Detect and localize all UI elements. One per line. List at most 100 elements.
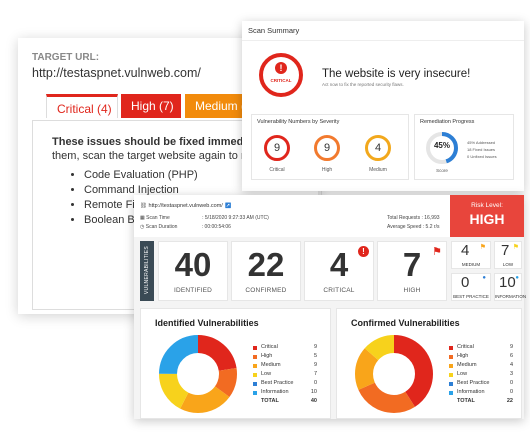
legend-label: Best Practice bbox=[457, 380, 490, 386]
high-count-ring: 9 bbox=[314, 135, 340, 161]
high-count-label: High bbox=[321, 167, 333, 173]
legend-value: 7 bbox=[313, 371, 317, 377]
legend-swatch bbox=[253, 363, 257, 368]
list-item: 18 Fixed Issues bbox=[467, 147, 496, 152]
donut-slice-medium[interactable] bbox=[159, 335, 237, 413]
scan-duration-value: : 00:00:54:06 bbox=[201, 224, 231, 230]
severity-panel: Vulnerability Numbers by Severity 9 Crit… bbox=[251, 114, 409, 180]
confirmed-counter[interactable]: 22 CONFIRMED bbox=[231, 241, 301, 301]
security-headline: The website is very insecure! bbox=[322, 68, 471, 80]
identified-counter[interactable]: 40 IDENTIFIED bbox=[158, 241, 228, 301]
legend-label: Information bbox=[261, 389, 289, 395]
risk-value: HIGH bbox=[469, 211, 505, 227]
identified-donut bbox=[159, 335, 237, 413]
legend-item: Best Practice 0 bbox=[253, 379, 317, 388]
info-icon: ● bbox=[482, 275, 486, 281]
medium-counter[interactable]: 4 ⚑ MEDIUM bbox=[451, 241, 491, 269]
legend-label: Information bbox=[457, 389, 485, 395]
list-item[interactable]: Remote File bbox=[84, 198, 198, 213]
badge-label: CRITICAL bbox=[270, 78, 292, 83]
avg-speed-value: : 5.2 r/s bbox=[422, 224, 440, 230]
total-requests-label: Total Requests bbox=[387, 215, 421, 221]
legend-value: 0 bbox=[313, 380, 317, 386]
list-item: 45% Addressed bbox=[467, 140, 496, 145]
legend-value: 9 bbox=[509, 344, 513, 350]
medium-count-label: Medium bbox=[369, 167, 387, 173]
scan-times: ▦ Scan Time: 5/18/2020 9:27:33 AM (UTC) … bbox=[140, 214, 269, 232]
tab-high[interactable]: High (7) bbox=[121, 94, 181, 118]
donut-slice-high[interactable] bbox=[355, 335, 433, 413]
legend-swatch bbox=[253, 354, 257, 359]
critical-badge: ! CRITICAL bbox=[259, 53, 303, 97]
calendar-icon: ▦ bbox=[140, 215, 145, 221]
issue-list: Code Evaluation (PHP) Command Injection … bbox=[84, 168, 198, 228]
information-counter[interactable]: 10 ● INFORMATION bbox=[494, 273, 526, 301]
legend-value: 5 bbox=[313, 353, 317, 359]
flag-icon: ⚑ bbox=[479, 244, 486, 251]
legend-total: TOTAL 22 bbox=[449, 397, 513, 406]
total-value: 40 bbox=[310, 398, 317, 404]
low-counter[interactable]: 7 ⚑ LOW bbox=[494, 241, 522, 269]
donut-slice-information[interactable] bbox=[159, 335, 237, 413]
scan-time-label: Scan Time bbox=[146, 215, 170, 221]
legend-label: Low bbox=[457, 371, 468, 377]
scan-url-link[interactable]: ⛓ http://testaspnet.vulnweb.com/ ↗ bbox=[140, 203, 231, 209]
list-item[interactable]: Boolean Bas bbox=[84, 213, 198, 228]
legend-item: Medium 4 bbox=[449, 361, 513, 370]
progress-value: 45% bbox=[433, 141, 450, 150]
list-item[interactable]: Code Evaluation (PHP) bbox=[84, 168, 198, 183]
identified-label: IDENTIFIED bbox=[173, 287, 213, 294]
scan-time-value: : 5/18/2020 9:27:33 AM (UTC) bbox=[202, 215, 269, 221]
legend-swatch bbox=[253, 390, 257, 395]
donut-slice-high[interactable] bbox=[159, 335, 237, 413]
critical-counter[interactable]: 4 CRITICAL ! bbox=[304, 241, 374, 301]
list-item[interactable]: Command Injection bbox=[84, 183, 198, 198]
warning-text: These issues should be fixed immediately… bbox=[52, 135, 322, 163]
progress-label: Score bbox=[436, 168, 448, 173]
security-subline: Act now to fix the reported security fla… bbox=[322, 82, 404, 87]
legend-value: 0 bbox=[509, 389, 513, 395]
legend-swatch bbox=[253, 381, 257, 386]
alert-icon: ! bbox=[275, 62, 287, 74]
legend-value: 10 bbox=[310, 389, 317, 395]
donut-slice-low[interactable] bbox=[355, 335, 433, 413]
donut-slice-medium[interactable] bbox=[355, 335, 433, 413]
target-url[interactable]: http://testaspnet.vulnweb.com/ bbox=[32, 66, 201, 80]
vulnerabilities-side-label: VULNERABILITIES bbox=[140, 241, 154, 301]
donut-slice-low[interactable] bbox=[159, 335, 237, 413]
clock-icon: ◷ bbox=[140, 224, 145, 230]
legend-total: TOTAL 40 bbox=[253, 397, 317, 406]
legend-spacer bbox=[253, 400, 257, 404]
confirmed-label: CONFIRMED bbox=[245, 287, 287, 294]
legend-item: Critical 9 bbox=[449, 343, 513, 352]
high-value: 7 bbox=[402, 246, 422, 283]
legend-label: Low bbox=[261, 371, 272, 377]
confirmed-chart-panel: Confirmed Vulnerabilities Critical 9 High 6… bbox=[336, 308, 522, 419]
total-requests-value: : 16,993 bbox=[421, 215, 440, 221]
medium-label: MEDIUM bbox=[461, 262, 481, 267]
low-value: 7 bbox=[501, 242, 510, 259]
link-icon: ⛓ bbox=[140, 203, 147, 209]
confirmed-chart-title: Confirmed Vulnerabilities bbox=[351, 318, 460, 328]
identified-chart-panel: Identified Vulnerabilities Critical 9 High… bbox=[140, 308, 331, 419]
medium-value: 4 bbox=[461, 242, 470, 259]
tab-medium[interactable]: Medium ( bbox=[185, 94, 243, 118]
tab-critical[interactable]: Critical (4) bbox=[46, 94, 118, 118]
legend-label: Medium bbox=[261, 362, 281, 368]
warning-bold: These issues should be fixed immediately bbox=[52, 136, 272, 148]
divider bbox=[242, 40, 524, 41]
legend-label: Critical bbox=[457, 344, 474, 350]
legend-label: Critical bbox=[261, 344, 278, 350]
scan-info-bar: ⛓ http://testaspnet.vulnweb.com/ ↗ ▦ Sca… bbox=[134, 195, 450, 237]
legend-value: 3 bbox=[509, 371, 513, 377]
info-icon: ● bbox=[515, 275, 519, 281]
remediation-panel: Remediation Progress 45% Score 45% Addre… bbox=[414, 114, 514, 180]
low-label: LOW bbox=[502, 262, 514, 267]
total-value: 22 bbox=[506, 398, 513, 404]
legend-item: Low 3 bbox=[449, 370, 513, 379]
progress-ring bbox=[426, 132, 458, 164]
critical-count-ring: 9 bbox=[264, 135, 290, 161]
high-counter[interactable]: 7 HIGH ⚑ bbox=[377, 241, 447, 301]
scan-url: http://testaspnet.vulnweb.com/ bbox=[148, 203, 223, 209]
best-practice-counter[interactable]: 0 ● BEST PRACTICE bbox=[451, 273, 491, 301]
